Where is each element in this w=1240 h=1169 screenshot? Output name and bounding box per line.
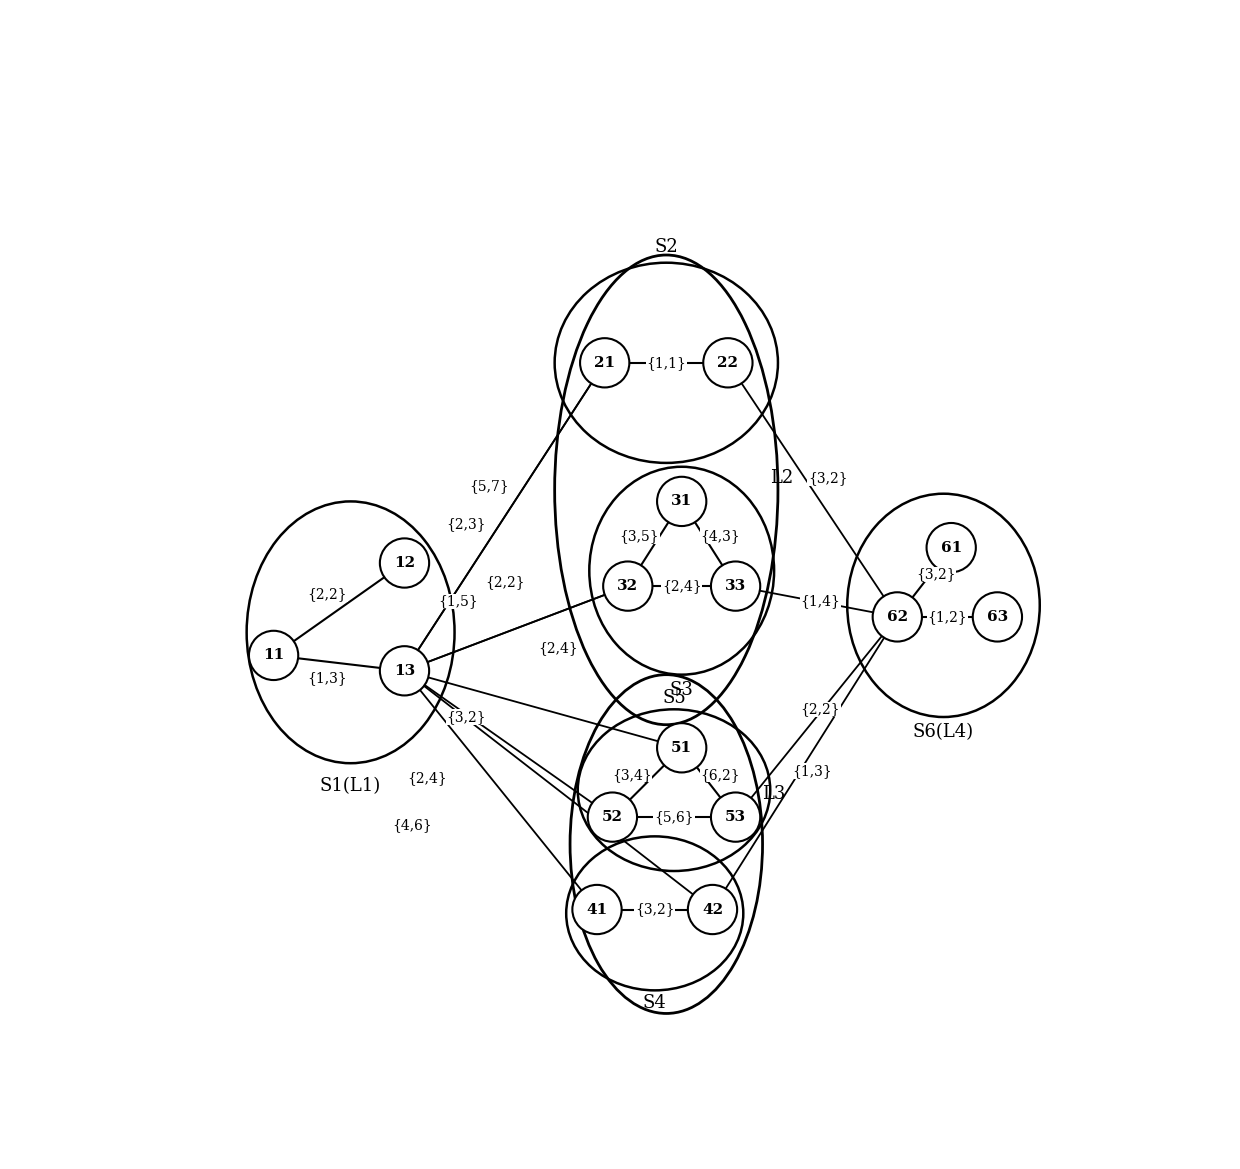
Text: {2,4}: {2,4}	[408, 772, 448, 786]
Text: {1,3}: {1,3}	[308, 671, 347, 685]
Circle shape	[926, 523, 976, 573]
Circle shape	[573, 885, 621, 934]
Text: 62: 62	[887, 610, 908, 624]
Circle shape	[249, 631, 299, 680]
Circle shape	[657, 724, 707, 773]
Text: 52: 52	[601, 810, 622, 824]
Text: {4,6}: {4,6}	[392, 818, 432, 832]
Text: {5,7}: {5,7}	[469, 479, 510, 493]
Text: 41: 41	[587, 902, 608, 916]
Text: {1,1}: {1,1}	[646, 355, 686, 369]
Text: {3,2}: {3,2}	[916, 568, 956, 581]
Circle shape	[711, 793, 760, 842]
Text: 53: 53	[725, 810, 746, 824]
Text: {2,4}: {2,4}	[538, 641, 578, 655]
Text: 21: 21	[594, 355, 615, 369]
Text: S5: S5	[662, 689, 686, 707]
Text: {3,4}: {3,4}	[611, 768, 651, 782]
Text: S2: S2	[655, 238, 678, 256]
Text: 61: 61	[941, 540, 962, 554]
Circle shape	[972, 593, 1022, 642]
Text: 42: 42	[702, 902, 723, 916]
Text: {1,2}: {1,2}	[928, 610, 967, 624]
Text: {3,5}: {3,5}	[620, 530, 660, 544]
Text: S6(L4): S6(L4)	[913, 724, 975, 741]
Circle shape	[703, 338, 753, 387]
Circle shape	[379, 646, 429, 696]
Text: S3: S3	[670, 682, 693, 699]
Text: S4: S4	[642, 995, 667, 1012]
Text: 31: 31	[671, 494, 692, 509]
Circle shape	[873, 593, 921, 642]
Text: L3: L3	[763, 786, 786, 803]
Text: {1,5}: {1,5}	[439, 595, 479, 609]
Text: {1,4}: {1,4}	[800, 595, 841, 609]
Circle shape	[580, 338, 630, 387]
Text: {3,2}: {3,2}	[446, 710, 486, 724]
Text: 12: 12	[394, 556, 415, 570]
Text: {3,2}: {3,2}	[635, 902, 675, 916]
Text: {3,2}: {3,2}	[808, 471, 848, 485]
Circle shape	[588, 793, 637, 842]
Text: {5,6}: {5,6}	[655, 810, 694, 824]
Text: 33: 33	[725, 579, 746, 593]
Circle shape	[603, 561, 652, 610]
Text: 22: 22	[718, 355, 738, 369]
Text: 32: 32	[618, 579, 639, 593]
Text: S1(L1): S1(L1)	[320, 777, 381, 795]
Circle shape	[379, 539, 429, 588]
Text: {4,3}: {4,3}	[701, 530, 740, 544]
Text: 63: 63	[987, 610, 1008, 624]
Text: L2: L2	[770, 469, 794, 487]
Circle shape	[688, 885, 737, 934]
Text: 13: 13	[394, 664, 415, 678]
Text: {2,2}: {2,2}	[485, 575, 525, 589]
Text: {6,2}: {6,2}	[701, 768, 740, 782]
Circle shape	[657, 477, 707, 526]
Text: {1,3}: {1,3}	[792, 763, 832, 777]
Text: {2,4}: {2,4}	[662, 579, 702, 593]
Text: {2,2}: {2,2}	[801, 703, 841, 717]
Text: {2,3}: {2,3}	[446, 518, 486, 532]
Text: {2,2}: {2,2}	[308, 587, 347, 601]
Circle shape	[711, 561, 760, 610]
Text: 11: 11	[263, 649, 284, 663]
Text: 51: 51	[671, 741, 692, 755]
